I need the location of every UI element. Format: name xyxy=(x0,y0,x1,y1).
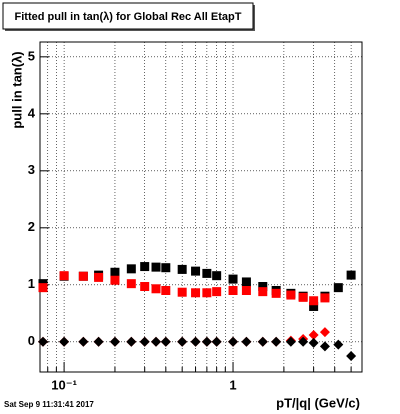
marker xyxy=(285,336,296,347)
marker xyxy=(140,282,150,292)
marker xyxy=(241,336,252,347)
marker xyxy=(228,336,239,347)
marker xyxy=(298,336,309,347)
marker xyxy=(258,287,268,297)
timestamp: Sat Sep 9 11:31:41 2017 xyxy=(4,400,94,409)
marker xyxy=(308,329,319,340)
y-tick-label: 2 xyxy=(28,219,35,234)
marker xyxy=(59,336,70,347)
marker xyxy=(109,336,120,347)
marker xyxy=(228,285,238,295)
title-box xyxy=(2,2,254,30)
marker xyxy=(177,287,187,297)
marker xyxy=(161,263,171,273)
marker xyxy=(212,287,222,297)
marker xyxy=(346,270,356,280)
y-axis-label: pull in tan(λ) xyxy=(9,51,24,128)
x-tick-label: 10⁻¹ xyxy=(51,377,77,392)
marker xyxy=(191,288,201,298)
marker xyxy=(140,262,150,272)
marker xyxy=(271,336,282,347)
marker xyxy=(346,351,357,362)
marker xyxy=(319,341,330,352)
marker xyxy=(319,327,330,338)
marker xyxy=(110,267,120,277)
marker xyxy=(271,288,281,298)
marker xyxy=(191,266,201,276)
marker xyxy=(308,337,319,348)
marker xyxy=(161,285,171,295)
marker xyxy=(333,283,343,293)
marker xyxy=(212,271,222,281)
marker xyxy=(202,268,212,278)
marker xyxy=(190,336,201,347)
x-axis-label: pT/|q| (GeV/c) xyxy=(276,395,360,410)
marker xyxy=(257,336,268,347)
marker xyxy=(126,279,136,289)
marker xyxy=(38,283,48,293)
y-tick-label: 5 xyxy=(28,48,35,63)
marker xyxy=(78,336,89,347)
marker xyxy=(151,284,161,294)
marker xyxy=(37,336,48,347)
marker xyxy=(309,301,319,311)
marker xyxy=(298,292,308,302)
marker xyxy=(126,264,136,274)
marker xyxy=(228,274,238,284)
marker xyxy=(286,290,296,300)
y-tick-label: 0 xyxy=(28,333,35,348)
x-tick-label: 1 xyxy=(229,377,236,392)
marker xyxy=(139,336,150,347)
chart-title: Fitted pull in tan(λ) for Global Rec All… xyxy=(15,11,242,23)
marker xyxy=(211,336,222,347)
y-tick-label: 3 xyxy=(28,162,35,177)
marker xyxy=(126,336,137,347)
marker xyxy=(333,339,344,350)
marker xyxy=(202,288,212,298)
marker xyxy=(241,277,251,287)
marker xyxy=(151,336,162,347)
y-tick-label: 1 xyxy=(28,276,35,291)
marker xyxy=(201,336,212,347)
marker xyxy=(177,336,188,347)
marker xyxy=(160,336,171,347)
y-tick-label: 4 xyxy=(28,105,36,120)
plot-frame xyxy=(39,41,363,373)
marker xyxy=(241,285,251,295)
marker xyxy=(177,264,187,274)
marker xyxy=(94,272,104,282)
marker xyxy=(110,275,120,285)
marker xyxy=(309,296,319,306)
marker xyxy=(320,293,330,303)
marker xyxy=(78,271,88,281)
marker xyxy=(93,336,104,347)
marker xyxy=(59,271,69,281)
marker xyxy=(258,282,268,292)
marker xyxy=(151,262,161,272)
